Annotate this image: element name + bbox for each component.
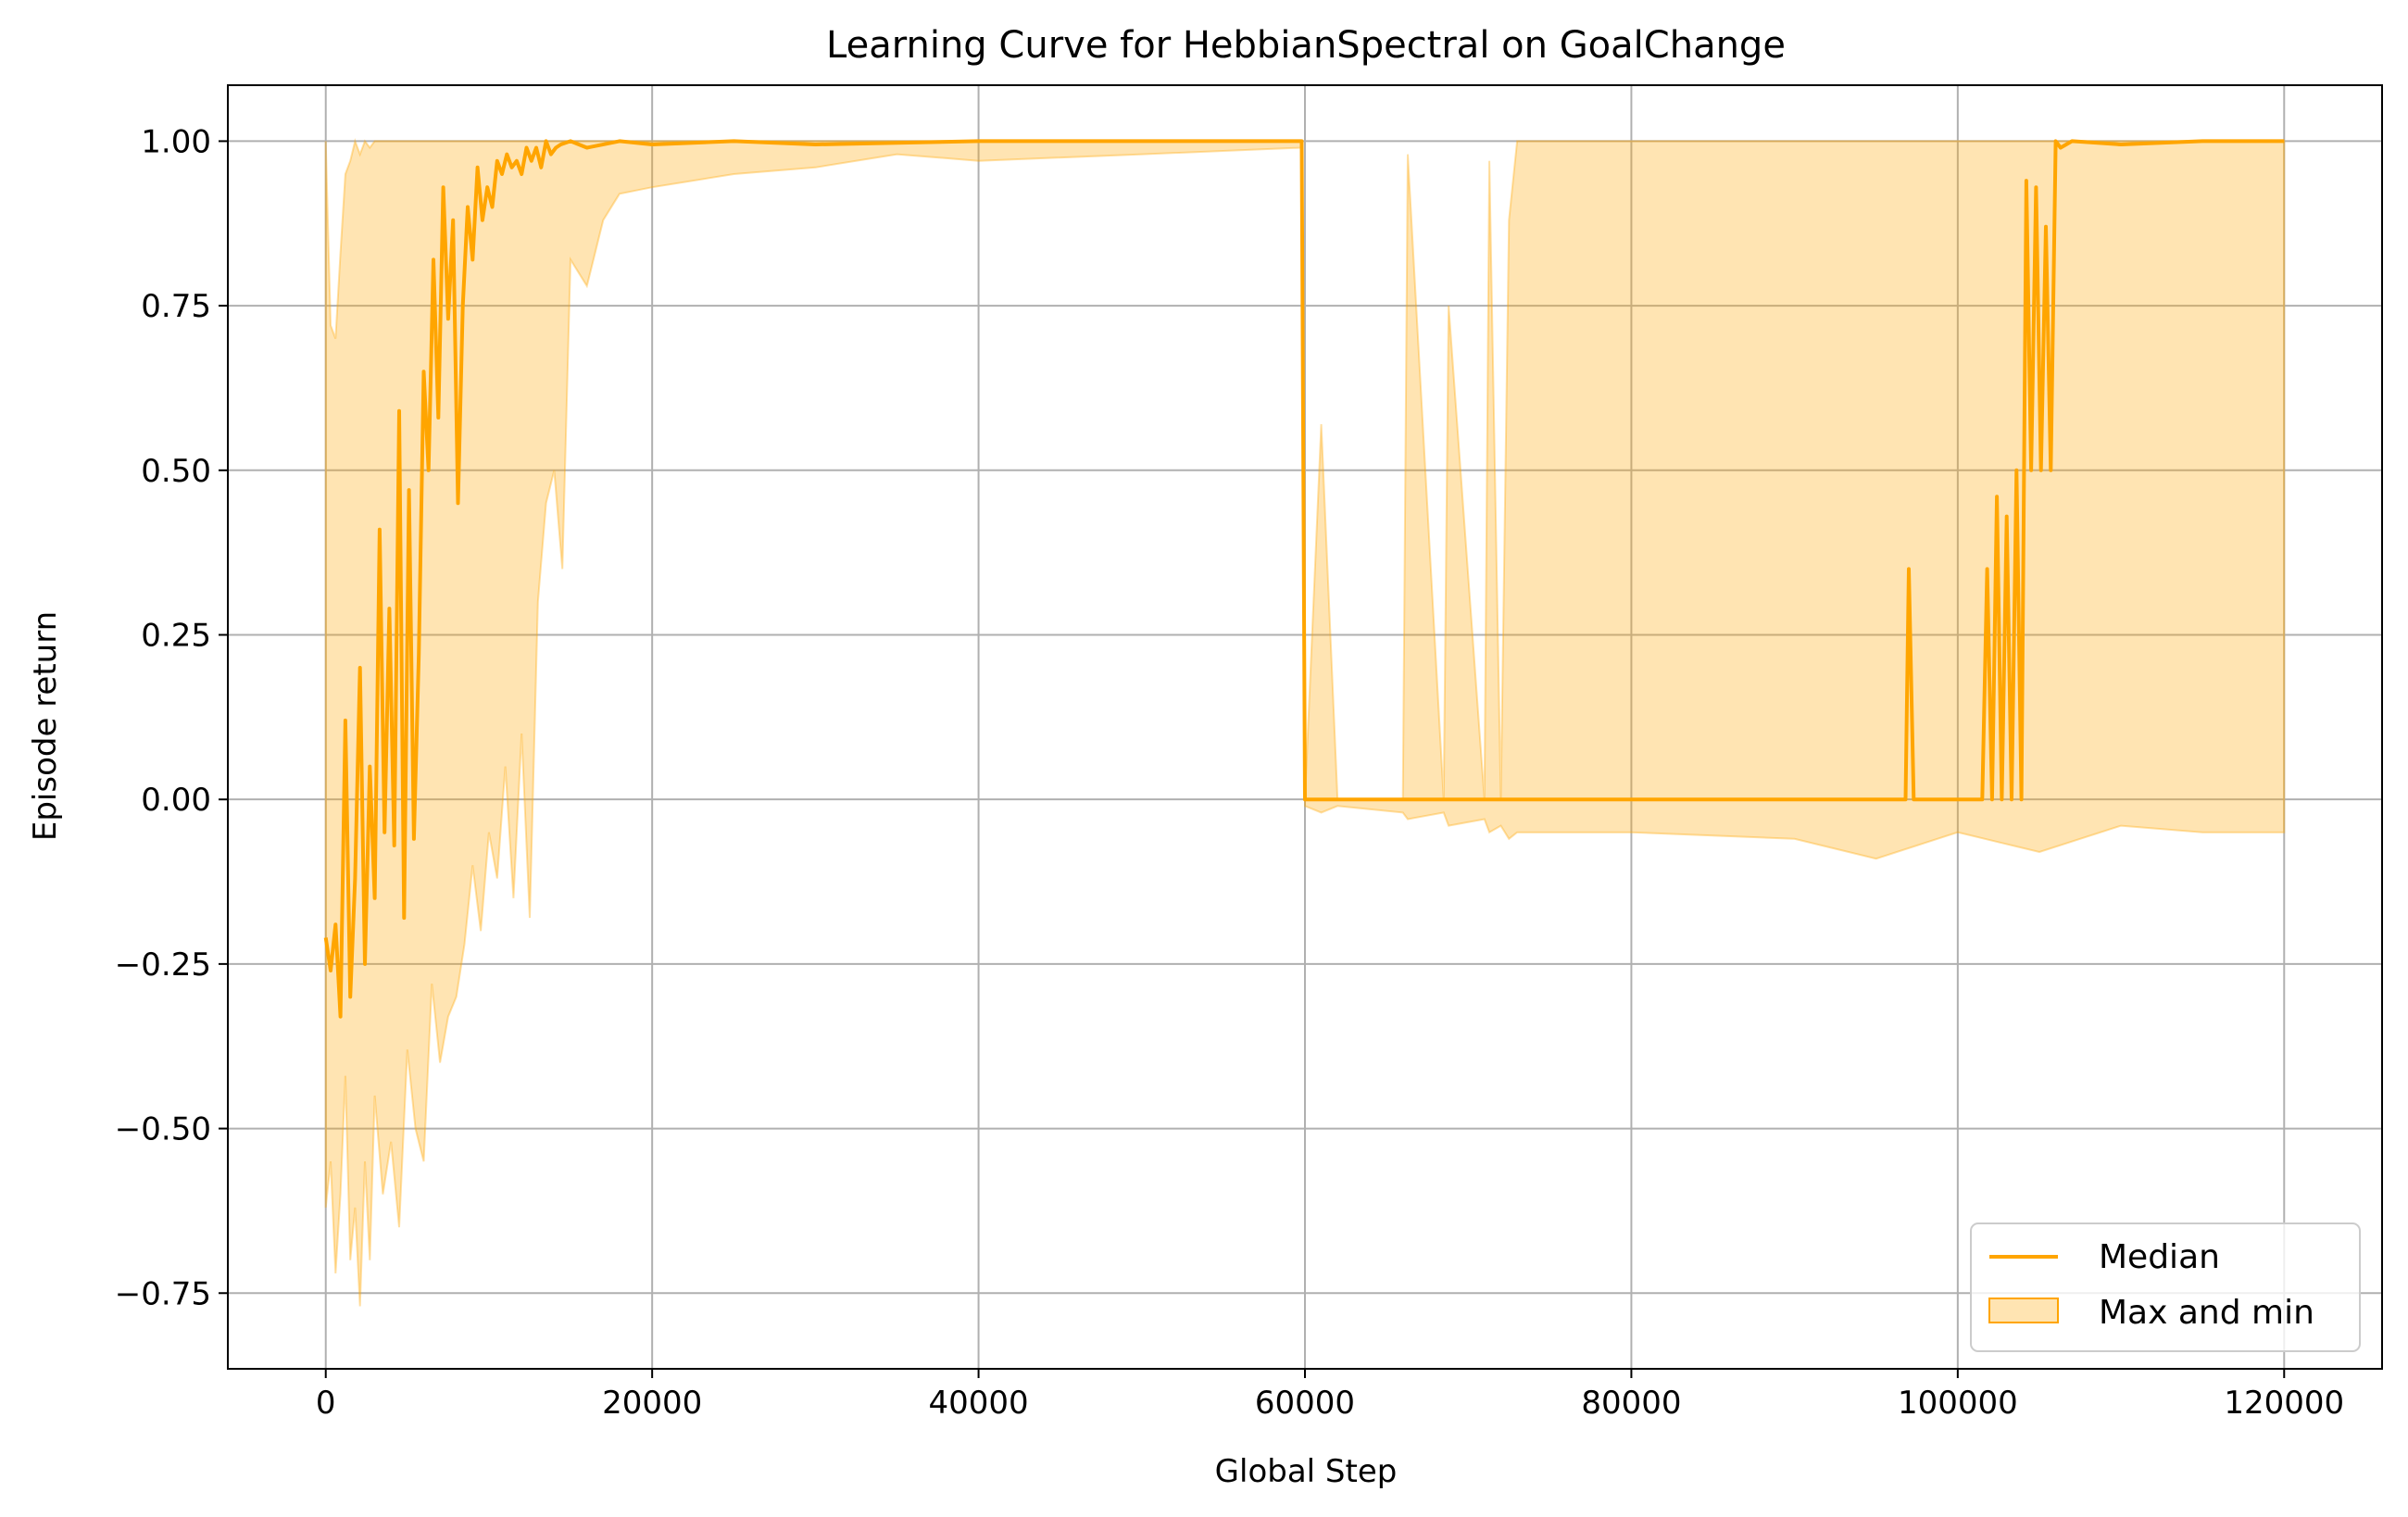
chart-title: Learning Curve for HebbianSpectral on Go… (826, 24, 1786, 67)
legend-band-label: Max and min (2099, 1294, 2314, 1332)
x-tick-label: 120000 (2224, 1385, 2344, 1422)
legend-band-swatch (1988, 1298, 2059, 1323)
x-ticks: 0 20000 40000 60000 80000 100000 120000 (316, 1369, 2344, 1422)
x-axis-label: Global Step (1215, 1453, 1398, 1490)
x-tick-label: 60000 (1255, 1385, 1355, 1422)
y-tick-label: −0.50 (115, 1111, 211, 1148)
line-layer (323, 139, 2285, 1019)
legend: Median Max and min (1970, 1222, 2361, 1352)
x-tick-label: 20000 (602, 1385, 702, 1422)
y-tick-label: 1.00 (141, 123, 211, 160)
x-tick-label: 100000 (1898, 1385, 2018, 1422)
y-axis-label: Episode return (27, 611, 64, 841)
series-median-line (323, 139, 2285, 1019)
x-tick-label: 40000 (928, 1385, 1028, 1422)
band-layer (324, 138, 2286, 1307)
x-tick-label: 80000 (1581, 1385, 1681, 1422)
y-tick-label: 0.75 (141, 288, 211, 325)
y-ticks: −0.75 −0.50 −0.25 0.00 0.25 0.50 0.75 1.00 (115, 123, 228, 1312)
series-max-min-band (324, 138, 2286, 1307)
x-tick-label: 0 (316, 1385, 336, 1422)
y-tick-label: −0.25 (115, 947, 211, 984)
y-tick-label: 0.25 (141, 617, 211, 654)
y-tick-label: 0.50 (141, 453, 211, 490)
y-tick-label: 0.00 (141, 782, 211, 819)
legend-box (1970, 1222, 2361, 1352)
legend-median-label: Median (2099, 1238, 2220, 1276)
y-tick-label: −0.75 (115, 1275, 211, 1312)
